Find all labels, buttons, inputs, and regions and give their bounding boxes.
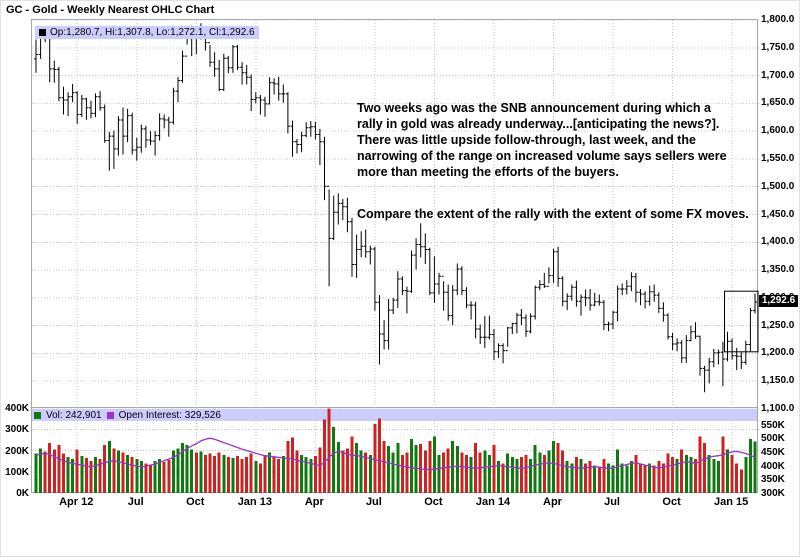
open-interest-tick-label: 350K <box>761 474 785 486</box>
annotation-paragraph-2: Compare the extent of the rally with the… <box>357 207 749 221</box>
ohlc-series-marker-icon <box>39 29 46 36</box>
annotation-paragraph-1: Two weeks ago was the SNB announcement d… <box>357 101 727 179</box>
x-tick-label: Oct <box>186 496 205 508</box>
last-price-tag: 1,292.6 <box>759 294 798 307</box>
ohlc-values: Op:1,280.7, Hi:1,307.8, Lo:1,272.1, Cl:1… <box>50 27 255 38</box>
x-tick-label: Oct <box>424 496 443 508</box>
volume-chart-canvas[interactable] <box>32 408 759 493</box>
price-tick-label: 1,600.0 <box>761 125 795 137</box>
open-interest-tick-label: 550K <box>761 419 785 431</box>
price-tick-label: 1,350.0 <box>761 264 795 276</box>
price-tick-label: 1,100.0 <box>761 403 795 414</box>
volume-tick-label: 400K <box>5 403 29 414</box>
volume-tick-label: 300K <box>5 424 29 436</box>
annotation-text: Two weeks ago was the SNB announcement d… <box>357 100 767 222</box>
price-panel: Op:1,280.7, Hi:1,307.8, Lo:1,272.1, Cl:1… <box>31 19 759 409</box>
x-tick-label: Jul <box>365 496 382 508</box>
x-tick-label: Jan 13 <box>237 496 272 508</box>
page-title: GC - Gold - Weekly Nearest OHLC Chart <box>6 4 215 16</box>
volume-value: Vol: 242,901 <box>46 409 102 421</box>
volume-tick-label: 200K <box>5 445 29 457</box>
open-interest-tick-label: 300K <box>761 488 785 499</box>
ohlc-legend: Op:1,280.7, Hi:1,307.8, Lo:1,272.1, Cl:1… <box>35 26 259 39</box>
volume-marker-icon <box>34 411 41 419</box>
price-tick-label: 1,250.0 <box>761 319 795 331</box>
volume-panel <box>31 408 759 493</box>
open-interest-tick-label: 400K <box>761 460 785 472</box>
x-tick-label: Jan 14 <box>475 496 511 508</box>
volume-legend: Vol: 242,901 Open Interest: 329,526 <box>34 409 221 421</box>
price-chart-canvas[interactable] <box>32 20 759 409</box>
price-tick-label: 1,800.0 <box>761 14 795 25</box>
open-interest-marker-icon <box>106 411 114 419</box>
volume-tick-label: 100K <box>5 466 29 478</box>
price-tick-label: 1,650.0 <box>761 97 795 109</box>
x-tick-label: Apr 12 <box>59 496 94 508</box>
open-interest-value: Open Interest: 329,526 <box>118 409 221 421</box>
x-tick-label: Apr <box>543 496 562 508</box>
price-tick-label: 1,450.0 <box>761 208 795 220</box>
ohlc-bars <box>34 23 757 393</box>
price-tick-label: 1,200.0 <box>761 347 795 359</box>
x-tick-label: Jul <box>127 496 144 508</box>
price-tick-label: 1,550.0 <box>761 152 795 164</box>
volume-tick-label: 0K <box>16 488 29 499</box>
x-tick-label: Jan 15 <box>713 496 749 508</box>
open-interest-tick-label: 500K <box>761 433 785 445</box>
open-interest-line <box>35 437 756 471</box>
price-tick-label: 1,700.0 <box>761 69 795 81</box>
x-tick-label: Apr <box>304 496 324 508</box>
x-tick-label: Oct <box>662 496 681 508</box>
price-tick-label: 1,500.0 <box>761 180 795 192</box>
price-tick-label: 1,750.0 <box>761 41 795 53</box>
open-interest-tick-label: 450K <box>761 446 785 458</box>
x-tick-label: Jul <box>604 496 620 508</box>
volume-legend-background <box>32 409 757 421</box>
recent-bars-highlight-box <box>724 290 759 353</box>
price-tick-label: 1,400.0 <box>761 236 795 248</box>
price-tick-label: 1,150.0 <box>761 375 795 387</box>
